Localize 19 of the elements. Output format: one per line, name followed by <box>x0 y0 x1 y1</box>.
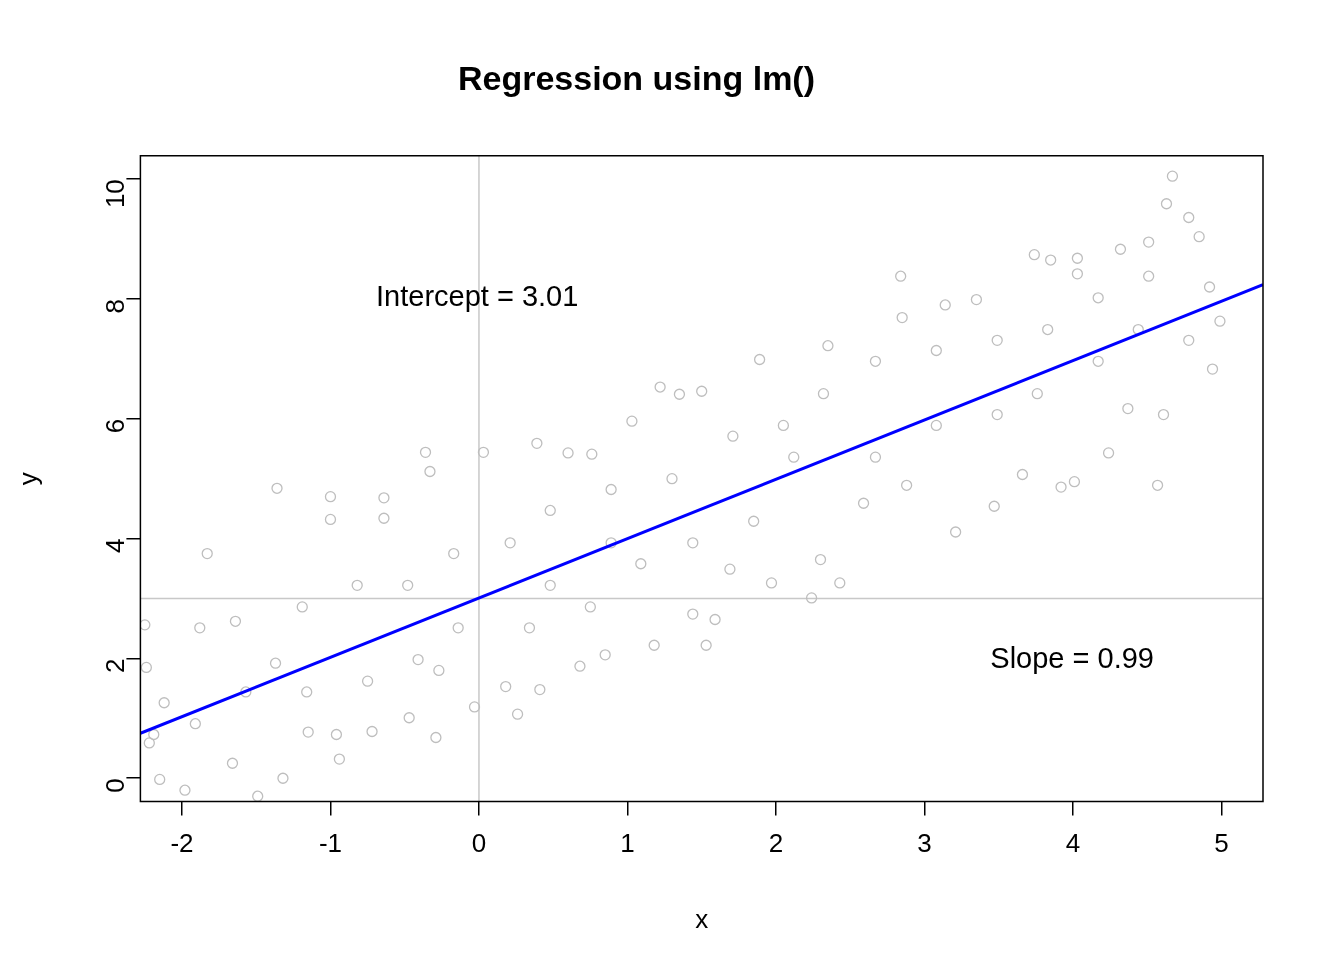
x-axis-title: x <box>695 903 709 934</box>
y-tick-label: 8 <box>99 298 130 314</box>
x-tick-label: 0 <box>471 828 487 859</box>
x-tick-label: -2 <box>170 828 194 859</box>
y-tick-label: 2 <box>99 658 130 673</box>
annotation: Intercept = 3.01 <box>376 279 579 312</box>
y-tick-label: 4 <box>99 538 130 554</box>
x-tick-label: 3 <box>917 828 932 859</box>
x-tick-label: 4 <box>1065 828 1081 859</box>
y-tick-label: 6 <box>99 418 130 434</box>
x-tick-label: 5 <box>1214 828 1229 859</box>
x-tick-label: 2 <box>768 828 784 859</box>
y-axis-title: y <box>12 472 43 486</box>
annotation: Slope = 0.99 <box>990 641 1154 674</box>
y-tick-label: 10 <box>99 179 130 209</box>
x-tick-label: -1 <box>318 828 343 859</box>
x-tick-label: 1 <box>620 828 635 859</box>
chart-title: Regression using lm() <box>457 58 816 97</box>
y-tick-label: 0 <box>99 778 130 793</box>
